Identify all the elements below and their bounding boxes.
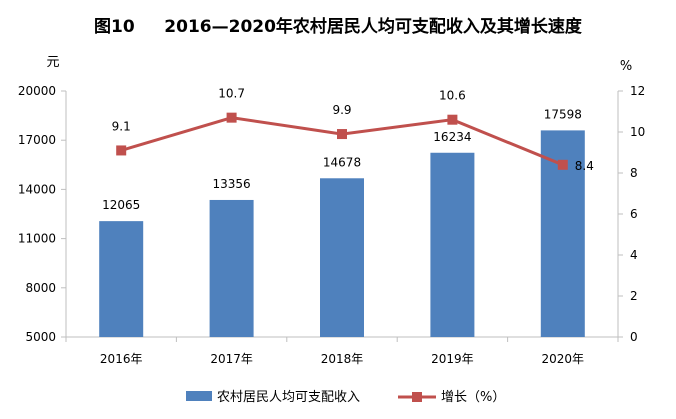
growth-point: [337, 129, 347, 140]
right-axis-unit: %: [620, 59, 632, 74]
left-tick-label: 17000: [18, 133, 56, 147]
bars-layer: [99, 130, 585, 337]
bar-value-label: 12065: [102, 198, 140, 212]
right-tick-label: 12: [630, 84, 645, 98]
right-tick-label: 8: [630, 166, 638, 180]
growth-point: [447, 114, 458, 125]
growth-value-label: 9.9: [332, 103, 351, 117]
left-tick-label: 11000: [18, 232, 56, 246]
labels-layer: 12065 13356 14678 16234 17598 9.1 10.7 9.9 10.6 8…: [102, 87, 594, 212]
growth-value-label: 10.7: [218, 87, 245, 101]
bar-value-label: 13356: [213, 177, 251, 191]
left-axis-unit: 元: [46, 55, 59, 70]
legend-bar-label: 农村居民人均可支配收入: [217, 390, 360, 405]
x-tick-label: 2020年: [542, 352, 585, 366]
right-tick-label: 2: [630, 289, 638, 303]
x-tick-label: 2018年: [321, 352, 364, 366]
right-tick-label: 6: [630, 207, 638, 221]
right-tick-label: 10: [630, 125, 645, 139]
growth-value-label: 8.4: [575, 159, 594, 173]
chart-title: 图10 2016—2020年农村居民人均可支配收入及其增长速度: [94, 17, 582, 37]
growth-point: [226, 112, 237, 123]
legend-line-marker: [412, 392, 422, 402]
x-tick-label: 2016年: [100, 352, 143, 366]
legend-bar-swatch: [186, 391, 212, 401]
right-tick-label: 4: [630, 248, 638, 262]
bar-value-label: 14678: [323, 155, 361, 169]
bar: [99, 221, 144, 337]
growth-point: [116, 145, 127, 156]
legend-line-label: 增长（%）: [441, 390, 505, 405]
x-tick-label: 2017年: [210, 352, 253, 366]
bar: [430, 152, 475, 337]
axes-layer: 5000 8000 11000 14000 17000 20000 0 2 4 6 8 10 12 201…: [18, 55, 645, 366]
bar-value-label: 16234: [433, 130, 471, 144]
growth-point: [557, 159, 568, 170]
bar-value-label: 17598: [544, 107, 582, 121]
growth-value-label: 9.1: [112, 119, 131, 133]
left-tick-label: 8000: [25, 281, 56, 295]
line-layer: [116, 112, 568, 170]
growth-value-label: 10.6: [439, 89, 466, 103]
legend: 农村居民人均可支配收入 增长（%）: [186, 390, 505, 405]
left-tick-label: 20000: [18, 84, 56, 98]
bar: [209, 199, 254, 337]
right-tick-label: 0: [630, 330, 638, 344]
left-tick-label: 5000: [25, 330, 56, 344]
bar: [320, 178, 364, 337]
x-tick-label: 2019年: [431, 352, 474, 366]
left-tick-label: 14000: [18, 182, 56, 196]
